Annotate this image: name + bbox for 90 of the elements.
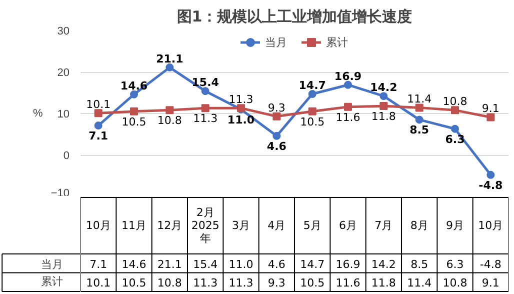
data-label: 21.1 xyxy=(157,258,182,271)
text: 16.9 xyxy=(334,70,362,83)
point xyxy=(308,90,316,98)
point xyxy=(130,90,138,98)
data-label: 16.9 xyxy=(336,258,360,271)
text: 11.4 xyxy=(407,92,432,106)
text: 11.3 xyxy=(193,112,218,126)
point xyxy=(166,63,174,72)
data-label: 9.3 xyxy=(268,276,286,290)
point xyxy=(451,106,459,114)
point xyxy=(130,107,138,116)
data-label: 11.8 xyxy=(371,276,396,290)
data-label: 10.1 xyxy=(86,276,111,290)
point xyxy=(380,102,388,110)
data-label: 11.4 xyxy=(407,276,432,290)
data-label: 14.7 xyxy=(300,258,325,271)
y-axis-title: % xyxy=(33,108,44,120)
data-label: 11.3 xyxy=(228,276,254,290)
x-tick-label: 7月 xyxy=(374,219,393,232)
text: 10.1 xyxy=(86,98,111,112)
text: 累计 xyxy=(41,275,63,288)
data-label: 11.0 xyxy=(228,258,254,271)
x-tick-label: 4月 xyxy=(268,219,286,232)
point xyxy=(201,104,210,112)
point xyxy=(166,106,174,114)
data-label: 9.1 xyxy=(482,276,500,290)
text: 9.3 xyxy=(268,101,286,114)
y-tick-label: 20 xyxy=(57,67,70,79)
data-label: 10.5 xyxy=(300,276,325,290)
point xyxy=(451,124,459,133)
x-tick-label: 12月 xyxy=(157,219,182,232)
text: -4.8 xyxy=(478,178,503,192)
data-label: 6.3 xyxy=(446,258,464,271)
x-tick-label: 6月 xyxy=(339,219,357,232)
data-label: 11.6 xyxy=(336,276,360,290)
text: 9.1 xyxy=(482,102,500,116)
legend-label: 当月 xyxy=(265,34,287,50)
point xyxy=(415,104,424,112)
data-label: 15.4 xyxy=(193,258,218,271)
data-label: 14.2 xyxy=(371,258,396,271)
data-label: -4.8 xyxy=(480,258,502,271)
text: 15.4 xyxy=(192,76,219,90)
x-tick-label: 9月 xyxy=(446,219,464,232)
data-label: 8.5 xyxy=(410,258,428,271)
data-label: 10.5 xyxy=(122,276,146,290)
text: 11.8 xyxy=(371,110,396,124)
point xyxy=(344,102,352,111)
text: 10.5 xyxy=(300,115,325,128)
point xyxy=(94,122,102,130)
point xyxy=(486,113,495,122)
text: 8.5 xyxy=(410,124,430,137)
data-label: 7.1 xyxy=(90,258,108,271)
data-label: 11.3 xyxy=(193,276,218,290)
data-label: 4.6 xyxy=(268,258,286,271)
text: 当月 xyxy=(41,258,63,271)
point xyxy=(272,132,281,140)
text: 21.1 xyxy=(156,52,184,66)
text: 4.6 xyxy=(266,140,286,153)
y-tick-label: 30 xyxy=(57,26,70,38)
text: 10.8 xyxy=(442,95,468,108)
text: 11.0 xyxy=(227,113,255,126)
text: 14.2 xyxy=(370,81,398,94)
text: 11.3 xyxy=(228,93,254,106)
x-tick-label: 10月 xyxy=(478,219,504,232)
text: 10.8 xyxy=(157,114,182,128)
point xyxy=(94,109,102,118)
y-tick-label: 10 xyxy=(57,108,70,120)
x-tick-label: 11月 xyxy=(122,219,146,232)
text: 7.1 xyxy=(88,130,108,143)
data-label: 10.8 xyxy=(157,276,182,290)
text: 14.7 xyxy=(298,78,326,92)
data-label: 10.8 xyxy=(442,276,468,290)
x-tick-label: 10月 xyxy=(86,219,111,232)
legend-label: 累计 xyxy=(326,34,348,50)
point xyxy=(272,112,281,120)
x-tick-label: 3月 xyxy=(232,219,250,232)
point xyxy=(415,116,424,124)
point xyxy=(308,107,316,116)
point xyxy=(201,87,210,96)
point xyxy=(344,80,352,89)
data-label: 14.6 xyxy=(122,258,146,271)
chart-title: 图1：规模以上工业增加值增长速度 xyxy=(176,8,412,26)
x-tick-label: 5月 xyxy=(303,219,322,232)
text: 11.6 xyxy=(336,110,360,124)
text: 10.5 xyxy=(122,115,146,128)
y-tick-label: 0 xyxy=(63,150,70,162)
point xyxy=(380,92,388,100)
x-tick-label: 8月 xyxy=(410,219,428,232)
point xyxy=(486,170,495,179)
x-tick-label: 2月 2025 年 xyxy=(191,206,220,246)
